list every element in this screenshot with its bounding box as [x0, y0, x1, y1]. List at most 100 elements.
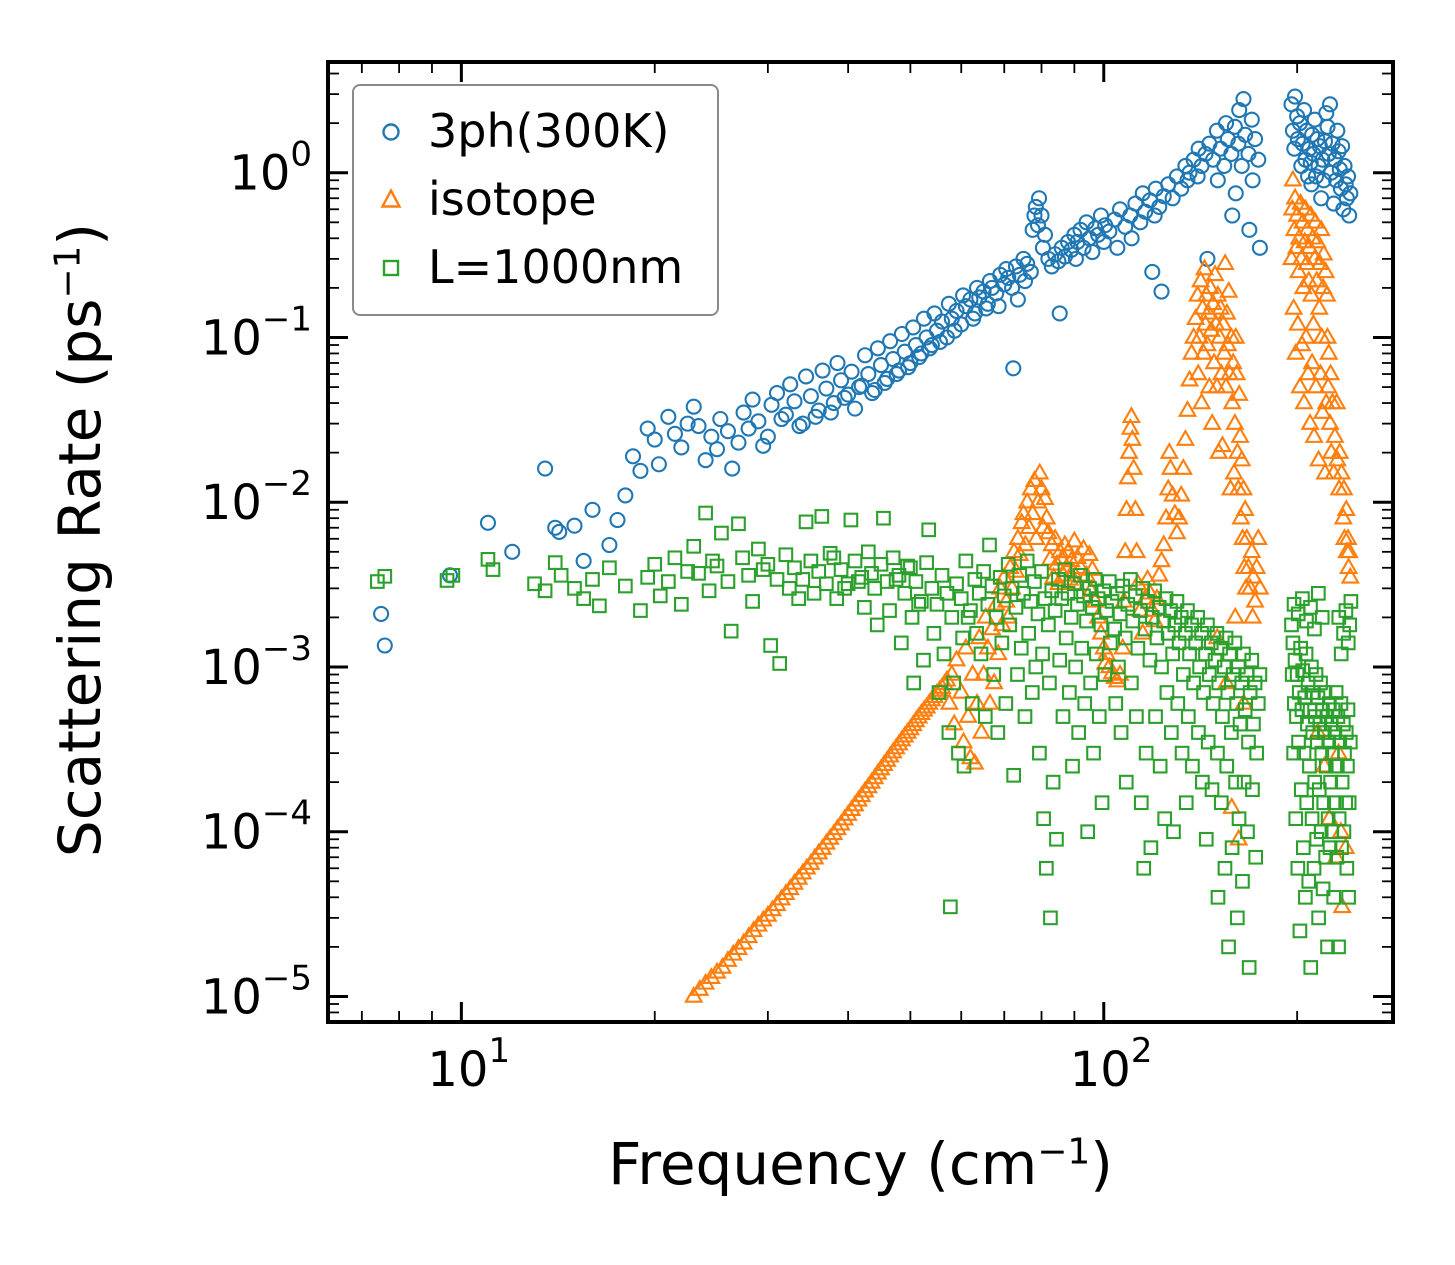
data-point-0	[814, 362, 831, 379]
data-point-2	[647, 556, 663, 572]
data-point-2	[882, 603, 897, 618]
data-point-1	[707, 961, 727, 979]
data-point-2	[1302, 758, 1317, 774]
data-point-0	[818, 380, 835, 397]
data-point-1	[762, 899, 783, 917]
data-point-2	[829, 591, 845, 606]
data-point-2	[1178, 795, 1194, 811]
data-point-1	[1340, 566, 1360, 584]
data-point-1	[1307, 231, 1327, 249]
data-point-1	[953, 731, 974, 749]
tick-label: 10−1	[201, 299, 312, 366]
data-point-0	[1336, 157, 1353, 174]
data-point-2	[1209, 626, 1225, 641]
data-point-1	[1038, 522, 1059, 540]
data-point-1	[1336, 499, 1356, 517]
data-point-2	[720, 574, 736, 589]
data-point-2	[1201, 667, 1217, 682]
square-marker-icon	[382, 259, 400, 277]
x-axis-label: Frequency (cm−1)	[608, 1130, 1113, 1198]
data-point-1	[1286, 342, 1306, 360]
data-point-2	[1239, 667, 1255, 682]
data-point-1	[1225, 606, 1245, 624]
data-point-1	[1215, 253, 1235, 271]
data-point-2	[1286, 745, 1301, 761]
data-point-2	[888, 572, 904, 587]
data-point-2	[640, 569, 656, 585]
data-point-2	[1113, 725, 1129, 740]
data-point-1	[1070, 557, 1091, 575]
data-point-1	[1013, 503, 1034, 521]
data-point-2	[485, 562, 501, 577]
data-point-1	[1195, 313, 1216, 331]
data-point-1	[1250, 577, 1270, 595]
legend: 3ph(300K) isotope L=1000nm	[352, 84, 720, 316]
data-point-2	[984, 578, 1000, 594]
data-point-2	[787, 560, 802, 576]
data-point-0	[479, 514, 497, 531]
data-point-1	[1045, 528, 1065, 546]
data-point-2	[735, 550, 750, 566]
data-point-0	[1026, 207, 1043, 224]
data-point-2	[1338, 725, 1354, 740]
data-point-1	[793, 862, 813, 880]
data-point-2	[833, 562, 849, 577]
data-point-1	[1214, 342, 1234, 360]
data-point-2	[445, 567, 461, 583]
data-point-1	[1010, 544, 1030, 561]
data-point-0	[373, 605, 390, 622]
data-point-2	[1335, 716, 1351, 732]
data-point-1	[1247, 557, 1267, 575]
data-point-1	[1115, 541, 1135, 559]
data-point-2	[1118, 774, 1134, 790]
data-point-2	[904, 610, 920, 625]
data-point-0	[376, 637, 393, 654]
data-point-2	[1336, 824, 1352, 840]
data-point-1	[1318, 376, 1338, 394]
data-point-0	[905, 319, 922, 336]
data-point-2	[1107, 621, 1123, 637]
data-point-1	[1248, 528, 1268, 546]
data-point-0	[690, 417, 707, 435]
data-point-0	[1005, 360, 1022, 377]
data-point-1	[1222, 392, 1242, 410]
data-point-0	[1019, 255, 1036, 272]
data-point-2	[1219, 758, 1235, 774]
data-point-1	[1160, 457, 1181, 475]
data-point-2	[1288, 811, 1304, 827]
data-point-2	[1008, 600, 1024, 615]
data-point-2	[992, 569, 1008, 585]
data-point-2	[1331, 939, 1346, 955]
data-point-2	[1329, 849, 1345, 865]
data-point-2	[1313, 675, 1328, 691]
data-point-1	[1035, 488, 1055, 505]
data-point-2	[843, 512, 859, 528]
data-point-2	[1306, 860, 1322, 876]
data-point-2	[976, 564, 991, 579]
data-point-2	[1038, 860, 1054, 876]
data-point-1	[988, 643, 1008, 661]
data-point-0	[1329, 122, 1346, 139]
data-point-2	[1000, 556, 1016, 572]
data-point-1	[990, 577, 1010, 595]
data-point-2	[701, 583, 717, 599]
data-point-2	[1299, 795, 1315, 811]
data-point-2	[814, 509, 830, 524]
data-point-1	[1019, 517, 1039, 534]
data-point-2	[1157, 811, 1173, 827]
data-point-0	[888, 365, 905, 383]
data-point-2	[1043, 910, 1058, 926]
data-point-2	[1174, 745, 1190, 761]
data-point-2	[873, 556, 889, 572]
data-point-1	[1121, 406, 1141, 424]
data-point-0	[890, 362, 908, 379]
data-point-2	[1250, 696, 1266, 711]
data-point-1	[1284, 297, 1304, 315]
data-point-1	[951, 681, 971, 699]
data-point-0	[843, 363, 860, 380]
data-point-2	[1299, 613, 1314, 629]
data-point-0	[782, 376, 799, 393]
data-point-2	[1080, 824, 1096, 840]
data-point-0	[1304, 126, 1321, 143]
data-point-2	[1218, 630, 1234, 646]
